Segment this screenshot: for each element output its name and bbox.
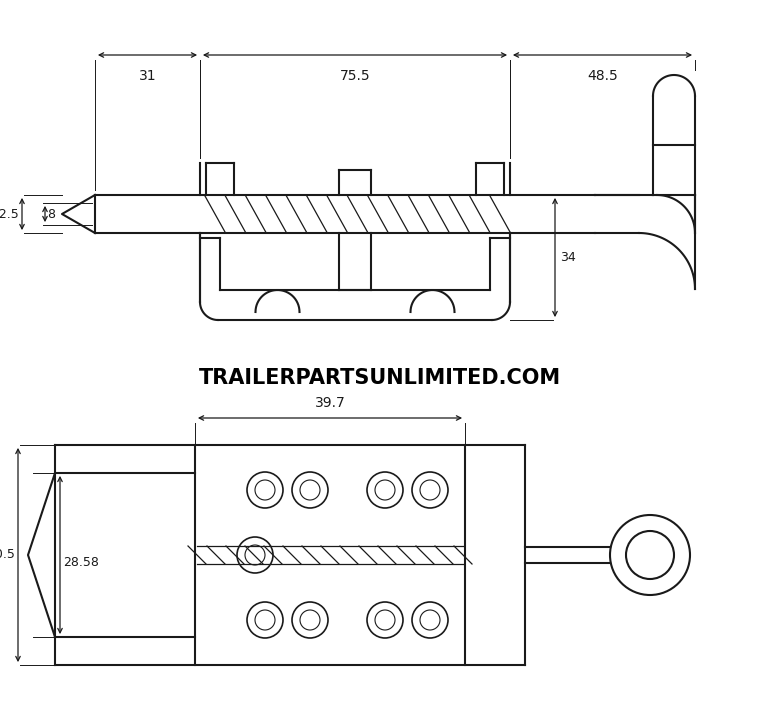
Text: 31: 31 (138, 69, 157, 83)
Text: 75.5: 75.5 (340, 69, 370, 83)
Text: 39.7: 39.7 (315, 396, 345, 410)
Text: 8: 8 (47, 208, 55, 220)
Text: 40.5: 40.5 (0, 549, 15, 562)
Text: 28.58: 28.58 (63, 557, 99, 569)
Text: 48.5: 48.5 (587, 69, 618, 83)
Text: TRAILERPARTSUNLIMITED.COM: TRAILERPARTSUNLIMITED.COM (199, 368, 561, 388)
Text: 34: 34 (560, 251, 576, 264)
Text: 12.5: 12.5 (0, 208, 19, 220)
